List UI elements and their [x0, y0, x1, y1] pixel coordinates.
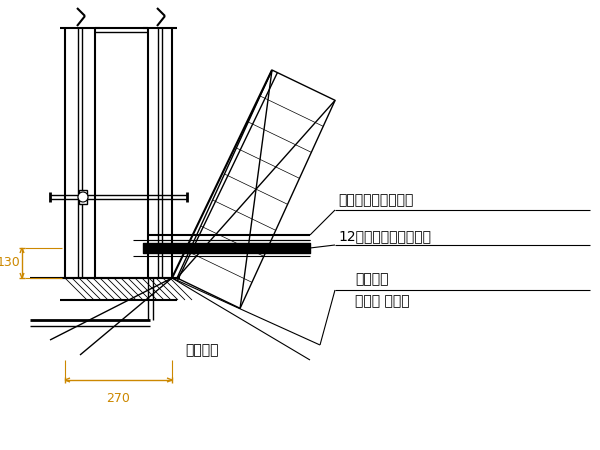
Text: 130: 130	[0, 256, 20, 270]
Circle shape	[78, 192, 88, 202]
Bar	[79, 190, 87, 204]
Text: （周转 使用）: （周转 使用）	[355, 294, 410, 308]
Text: 外连杆（周转使用）: 外连杆（周转使用）	[338, 193, 413, 207]
Text: 270: 270	[107, 392, 130, 405]
Text: 地脚螺栓: 地脚螺栓	[185, 343, 218, 357]
Text: 12号槽钢（周转使用）: 12号槽钢（周转使用）	[338, 229, 431, 243]
Text: 连接螺母: 连接螺母	[355, 272, 389, 286]
